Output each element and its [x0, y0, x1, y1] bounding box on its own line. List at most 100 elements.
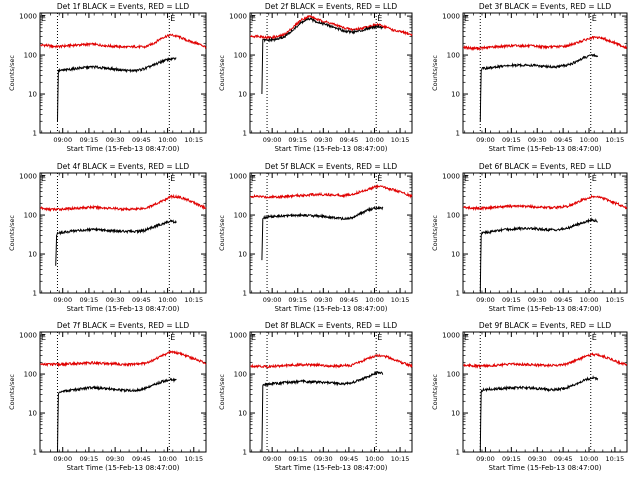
x-tick-label: 09:45: [132, 136, 151, 144]
panel-title: Det 4f BLACK = Events, RED = LLD: [57, 162, 190, 171]
series-line-lld: [39, 193, 207, 213]
series-line-events: [479, 217, 598, 294]
marker-label: E: [464, 174, 469, 183]
marker-label: E: [41, 14, 46, 23]
y-tick-label: 1: [456, 449, 460, 457]
y-tick-label: 1000: [442, 173, 460, 181]
series-line-events: [57, 377, 177, 453]
y-tick-label: 1: [243, 290, 247, 298]
marker-label: E: [377, 333, 382, 342]
y-tick-label: 1000: [229, 173, 247, 181]
x-axis-label: Start Time (15-Feb-13 08:47:00): [66, 305, 179, 313]
panel-title: Det 3f BLACK = Events, RED = LLD: [479, 2, 612, 11]
x-tick-label: 09:15: [80, 455, 99, 463]
series-line-lld: [250, 353, 413, 369]
x-tick-label: 10:00: [580, 455, 599, 463]
y-axis-label: Counts/sec: [218, 215, 226, 251]
x-tick-label: 10:15: [606, 455, 625, 463]
x-tick-label: 09:30: [528, 296, 547, 304]
plot-frame: [249, 331, 413, 453]
y-axis-label: Counts/sec: [431, 55, 439, 91]
detector-panel: Det 4f BLACK = Events, RED = LLD 1 10 100 10…: [8, 162, 207, 313]
y-axis-label: Counts/sec: [431, 215, 439, 251]
x-tick-label: 09:00: [263, 136, 282, 144]
panel-title: Det 8f BLACK = Events, RED = LLD: [265, 321, 398, 330]
detector-panel: Det 1f BLACK = Events, RED = LLD 1 10 100 10…: [8, 2, 207, 153]
x-tick-label: 09:00: [476, 136, 495, 144]
panel-title: Det 1f BLACK = Events, RED = LLD: [57, 2, 190, 11]
series-line-events: [57, 56, 177, 122]
series-line-events: [261, 205, 384, 261]
detector-panel: Det 9f BLACK = Events, RED = LLD 1 10 100 10…: [431, 321, 628, 472]
y-tick-label: 10: [451, 251, 460, 259]
y-tick-label: 1: [456, 130, 460, 138]
detector-panel: Det 8f BLACK = Events, RED = LLD 1 10 100 10…: [218, 321, 413, 472]
panel-title: Det 2f BLACK = Events, RED = LLD: [265, 2, 398, 11]
x-axis-label: Start Time (15-Feb-13 08:47:00): [274, 464, 387, 472]
x-tick-label: 10:00: [158, 296, 177, 304]
plot-frame: [249, 172, 413, 294]
x-tick-label: 09:00: [53, 136, 72, 144]
x-tick-label: 10:00: [365, 136, 384, 144]
y-tick-label: 1: [33, 290, 37, 298]
panel-title: Det 9f BLACK = Events, RED = LLD: [479, 321, 612, 330]
y-tick-label: 1000: [19, 173, 37, 181]
marker-label: E: [170, 333, 175, 342]
x-tick-label: 10:00: [580, 296, 599, 304]
x-tick-label: 09:45: [132, 296, 151, 304]
series-line-lld: [250, 184, 413, 200]
y-tick-label: 10: [28, 91, 37, 99]
x-tick-label: 09:30: [314, 296, 333, 304]
x-axis-label: Start Time (15-Feb-13 08:47:00): [274, 145, 387, 153]
x-axis-label: Start Time (15-Feb-13 08:47:00): [488, 145, 601, 153]
y-axis-label: Counts/sec: [218, 55, 226, 91]
x-tick-label: 09:15: [288, 455, 307, 463]
x-tick-label: 09:15: [502, 455, 521, 463]
x-tick-label: 10:15: [391, 455, 410, 463]
x-axis-label: Start Time (15-Feb-13 08:47:00): [66, 145, 179, 153]
series-line-lld: [40, 349, 207, 368]
x-axis-label: Start Time (15-Feb-13 08:47:00): [66, 464, 179, 472]
x-tick-label: 09:45: [132, 455, 151, 463]
plot-frame: [462, 172, 628, 294]
y-tick-label: 100: [447, 52, 460, 60]
x-axis-label: Start Time (15-Feb-13 08:47:00): [274, 305, 387, 313]
x-tick-label: 09:45: [554, 296, 573, 304]
x-tick-label: 10:15: [184, 136, 203, 144]
y-tick-label: 1000: [229, 332, 247, 340]
panel-title: Det 7f BLACK = Events, RED = LLD: [57, 321, 190, 330]
series-line-events: [261, 370, 384, 453]
marker-label: E: [41, 174, 46, 183]
x-tick-label: 09:15: [288, 296, 307, 304]
detector-panel: Det 7f BLACK = Events, RED = LLD 1 10 100 10…: [8, 321, 207, 472]
y-tick-label: 1: [243, 130, 247, 138]
x-tick-label: 09:15: [80, 296, 99, 304]
marker-label: E: [464, 333, 469, 342]
plot-frame: [39, 172, 207, 294]
x-tick-label: 10:15: [184, 455, 203, 463]
marker-label: E: [592, 174, 597, 183]
y-tick-label: 1: [33, 130, 37, 138]
x-tick-label: 09:30: [528, 136, 547, 144]
x-tick-label: 09:30: [314, 136, 333, 144]
y-tick-label: 10: [238, 410, 247, 418]
x-tick-label: 09:15: [80, 136, 99, 144]
y-tick-label: 1000: [19, 332, 37, 340]
plot-frame: [39, 331, 207, 453]
x-axis-label: Start Time (15-Feb-13 08:47:00): [488, 464, 601, 472]
marker-label: E: [377, 14, 382, 23]
x-tick-label: 09:45: [340, 136, 359, 144]
y-axis-label: Counts/sec: [8, 55, 16, 91]
series-line-lld: [249, 15, 413, 40]
plot-frame: [249, 12, 413, 134]
x-tick-label: 10:00: [365, 296, 384, 304]
x-tick-label: 09:15: [502, 296, 521, 304]
y-tick-label: 100: [234, 212, 247, 220]
marker-label: E: [377, 174, 382, 183]
y-tick-label: 100: [234, 371, 247, 379]
x-tick-label: 09:45: [340, 455, 359, 463]
series-line-events: [479, 375, 599, 453]
detector-panel: Det 3f BLACK = Events, RED = LLD 1 10 100 10…: [431, 2, 628, 153]
series-line-lld: [462, 35, 628, 52]
detector-panel: Det 6f BLACK = Events, RED = LLD 1 10 100 10…: [431, 162, 628, 313]
